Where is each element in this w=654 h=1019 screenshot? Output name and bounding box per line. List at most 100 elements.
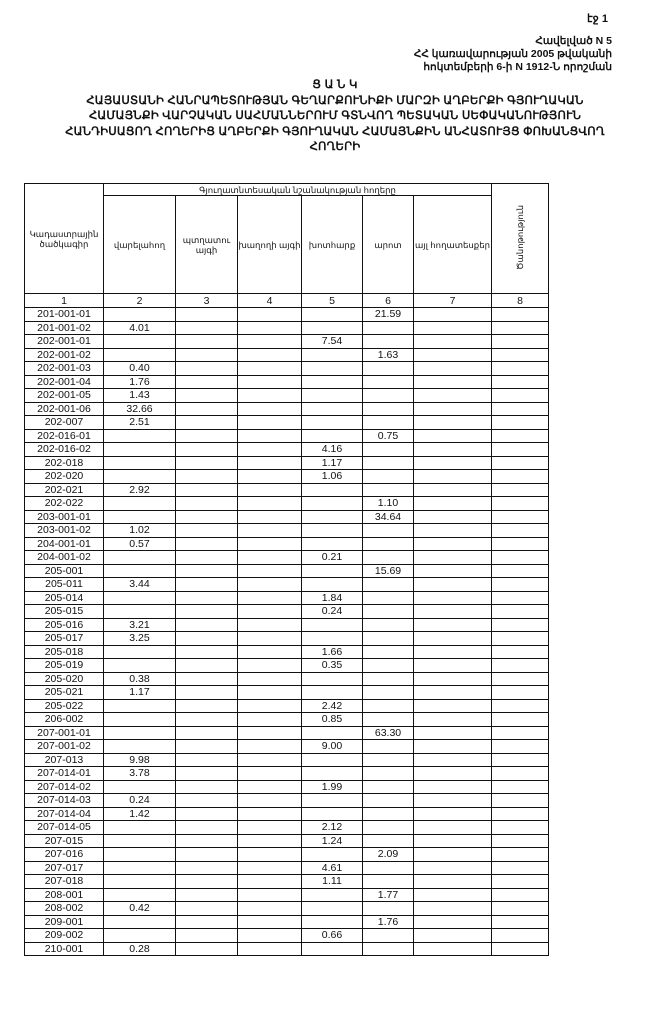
- cell-orchard: [175, 428, 238, 443]
- cell-cadastral-code: 207-016: [24, 847, 104, 862]
- cell-vineyard: [237, 442, 302, 457]
- cell-note: [491, 820, 549, 835]
- cell-pasture: [362, 334, 414, 349]
- cell-pasture: [362, 374, 414, 389]
- cell-note: [491, 887, 549, 902]
- cell-orchard: [175, 739, 238, 754]
- column-number: 2: [103, 293, 176, 308]
- cell-pasture: 21.59: [362, 307, 414, 322]
- cell-arable: [103, 739, 176, 754]
- table-row: 207-001-01 63.30: [24, 725, 549, 740]
- cell-pasture: [362, 644, 414, 659]
- cell-other-land: [413, 779, 492, 794]
- column-number: 6: [362, 293, 414, 308]
- cell-pasture: [362, 806, 414, 821]
- cell-other-land: [413, 361, 492, 376]
- cell-note: [491, 536, 549, 551]
- cell-note: [491, 644, 549, 659]
- table-row: 202-001-06 32.66: [24, 401, 549, 416]
- cell-orchard: [175, 496, 238, 511]
- cell-other-land: [413, 914, 492, 929]
- cell-vineyard: [237, 752, 302, 767]
- cell-hayfield: 0.66: [301, 928, 363, 943]
- table-row: 201-001-02 4.01: [24, 320, 549, 335]
- page-number: էջ 1: [587, 13, 608, 25]
- cell-vineyard: [237, 590, 302, 605]
- cell-arable: [103, 334, 176, 349]
- cell-cadastral-code: 202-001-02: [24, 347, 104, 362]
- cell-hayfield: 1.11: [301, 874, 363, 889]
- cell-cadastral-code: 207-015: [24, 833, 104, 848]
- cell-pasture: [362, 361, 414, 376]
- cell-hayfield: [301, 428, 363, 443]
- cell-note: [491, 469, 549, 484]
- cell-arable: 1.76: [103, 374, 176, 389]
- cell-note: [491, 590, 549, 605]
- cell-arable: 0.38: [103, 671, 176, 686]
- table-row: 209-001 1.76: [24, 914, 549, 929]
- cell-vineyard: [237, 685, 302, 700]
- cell-hayfield: 2.42: [301, 698, 363, 713]
- cell-arable: [103, 590, 176, 605]
- cell-orchard: [175, 374, 238, 389]
- cell-note: [491, 860, 549, 875]
- cell-vineyard: [237, 644, 302, 659]
- cell-orchard: [175, 941, 238, 956]
- cell-note: [491, 671, 549, 686]
- cell-arable: 4.01: [103, 320, 176, 335]
- cell-cadastral-code: 207-013: [24, 752, 104, 767]
- cell-hayfield: [301, 941, 363, 956]
- cell-other-land: [413, 644, 492, 659]
- cell-other-land: [413, 590, 492, 605]
- table-row: 205-018 1.66: [24, 644, 549, 659]
- cell-orchard: [175, 806, 238, 821]
- cell-cadastral-code: 206-002: [24, 712, 104, 727]
- cell-vineyard: [237, 577, 302, 592]
- cell-vineyard: [237, 671, 302, 686]
- cell-cadastral-code: 204-001-01: [24, 536, 104, 551]
- cell-arable: [103, 563, 176, 578]
- cell-arable: 2.51: [103, 415, 176, 430]
- table-row: 201-001-01 21.59: [24, 307, 549, 322]
- cell-other-land: [413, 428, 492, 443]
- table-row: 205-014 1.84: [24, 590, 549, 605]
- cell-cadastral-code: 207-014-02: [24, 779, 104, 794]
- cell-note: [491, 361, 549, 376]
- cell-vineyard: [237, 604, 302, 619]
- cell-orchard: [175, 631, 238, 646]
- cell-other-land: [413, 712, 492, 727]
- table-row: 207-016 2.09: [24, 847, 549, 862]
- cell-arable: [103, 860, 176, 875]
- cell-cadastral-code: 205-020: [24, 671, 104, 686]
- cell-orchard: [175, 536, 238, 551]
- cell-orchard: [175, 401, 238, 416]
- cell-vineyard: [237, 631, 302, 646]
- cell-arable: [103, 874, 176, 889]
- cell-cadastral-code: 204-001-02: [24, 550, 104, 565]
- cell-orchard: [175, 590, 238, 605]
- cell-other-land: [413, 482, 492, 497]
- cell-pasture: 1.77: [362, 887, 414, 902]
- cell-pasture: [362, 671, 414, 686]
- cell-pasture: [362, 550, 414, 565]
- cell-arable: 3.21: [103, 617, 176, 632]
- cell-cadastral-code: 207-014-01: [24, 766, 104, 781]
- cell-pasture: 0.75: [362, 428, 414, 443]
- column-number: 5: [301, 293, 363, 308]
- cell-cadastral-code: 205-011: [24, 577, 104, 592]
- cell-pasture: [362, 482, 414, 497]
- cell-note: [491, 563, 549, 578]
- cell-arable: 0.42: [103, 901, 176, 916]
- cell-pasture: [362, 860, 414, 875]
- cell-other-land: [413, 523, 492, 538]
- cell-other-land: [413, 334, 492, 349]
- cell-vineyard: [237, 536, 302, 551]
- cell-orchard: [175, 725, 238, 740]
- cell-cadastral-code: 202-001-06: [24, 401, 104, 416]
- table-body: 201-001-01 21.59 201-001-02 4.01 202-001-01 7…: [24, 307, 549, 956]
- cell-vineyard: [237, 496, 302, 511]
- cell-other-land: [413, 320, 492, 335]
- cell-vineyard: [237, 698, 302, 713]
- cell-other-land: [413, 820, 492, 835]
- header-orchard: պտղատու այգի: [175, 195, 238, 294]
